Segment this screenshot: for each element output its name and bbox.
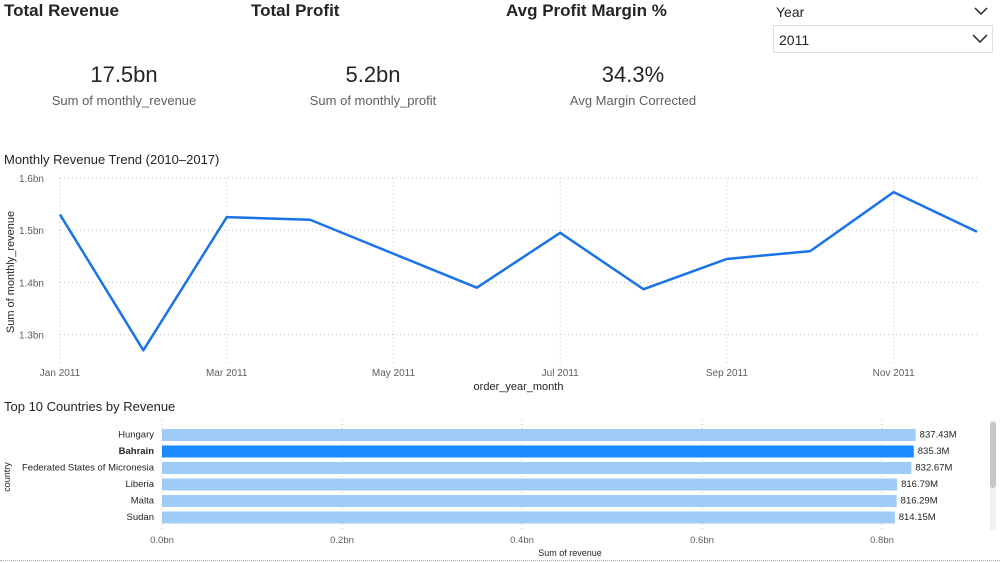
bar[interactable] [162, 478, 898, 491]
data-point[interactable] [557, 230, 563, 236]
bar[interactable] [162, 495, 897, 507]
data-point[interactable] [724, 256, 730, 262]
y-tick-label: 1.6bn [19, 174, 44, 185]
category-label: Sudan [127, 512, 154, 523]
card-total-profit-value: 5.2bn [345, 62, 401, 87]
year-dropdown[interactable]: 2011 [773, 25, 993, 53]
y-tick-label: 1.4bn [19, 278, 44, 289]
data-label: 832.67M [915, 463, 952, 474]
card-total-profit-title: Total Profit [251, 1, 340, 20]
category-label: Malta [131, 496, 155, 507]
x-tick-label: 0.6bn [690, 535, 714, 546]
x-tick-label: 0.0bn [150, 535, 174, 546]
chevron-down-icon[interactable] [974, 6, 988, 16]
scrollbar-thumb[interactable] [990, 422, 996, 488]
chevron-down-icon[interactable] [972, 34, 988, 44]
data-label: 835.3M [918, 446, 950, 457]
data-point[interactable] [891, 189, 897, 195]
card-avg-margin-value: 34.3% [601, 62, 665, 87]
x-tick-label: Nov 2011 [873, 368, 916, 379]
card-total-revenue-title: Total Revenue [4, 1, 119, 20]
bar-chart-title: Top 10 Countries by Revenue [4, 399, 176, 414]
data-point[interactable] [641, 286, 647, 292]
x-tick-label: 0.2bn [330, 535, 354, 546]
category-label: Bahrain [119, 446, 155, 457]
data-point[interactable] [390, 251, 396, 257]
x-axis-title: order_year_month [474, 381, 564, 393]
year-slicer-title: Year [776, 4, 805, 20]
bar-chart[interactable]: 0.0bn 0.2bn 0.4bn 0.6bn 0.8bn Sum of revenue c… [0, 415, 990, 560]
line-chart[interactable]: 1.6bn 1.5bn 1.4bn 1.3bn Jan 2011 Mar 2011 May … [0, 168, 1000, 394]
card-total-revenue-label: Sum of monthly_revenue [51, 93, 197, 108]
revenue-series-line [58, 190, 978, 352]
y-tick-label: 1.5bn [19, 226, 44, 237]
data-point[interactable] [807, 248, 813, 254]
card-avg-margin-title: Avg Profit Margin % [506, 1, 667, 20]
x-tick-label: Jul 2011 [542, 368, 580, 379]
category-label: Federated States of Micronesia [22, 463, 155, 474]
category-label: Hungary [118, 430, 154, 441]
card-total-profit-label: Sum of monthly_profit [309, 93, 437, 108]
bar[interactable] [162, 429, 916, 441]
data-point[interactable] [140, 347, 146, 353]
data-point[interactable] [307, 217, 313, 223]
data-label: 814.15M [899, 512, 936, 523]
bar[interactable] [162, 511, 895, 524]
category-label: Liberia [125, 479, 154, 490]
x-tick-label: Mar 2011 [206, 368, 248, 379]
x-tick-label: Sep 2011 [706, 368, 749, 379]
data-point[interactable] [224, 214, 230, 220]
data-point[interactable] [474, 285, 480, 291]
y-axis-title: country [2, 462, 12, 492]
bar-chart-scrollbar[interactable] [990, 420, 996, 530]
card-total-revenue-value: 17.5bn [90, 62, 158, 87]
page-divider [0, 560, 1000, 561]
x-tick-label: 0.4bn [510, 535, 534, 546]
y-tick-label: 1.3bn [19, 331, 44, 342]
year-dropdown-value: 2011 [779, 32, 810, 48]
card-avg-margin-label: Avg Margin Corrected [569, 93, 697, 108]
x-tick-label: May 2011 [372, 368, 416, 379]
line-chart-title: Monthly Revenue Trend (2010–2017) [4, 152, 220, 167]
data-label: 816.29M [901, 496, 938, 507]
y-axis-title: Sum of monthly_revenue [5, 211, 17, 333]
data-point[interactable] [974, 229, 980, 235]
year-slicer-header[interactable]: Year [772, 0, 994, 24]
data-label: 816.79M [901, 479, 938, 490]
x-tick-label: Jan 2011 [40, 368, 81, 379]
x-axis-title: Sum of revenue [538, 548, 602, 558]
x-tick-label: 0.8bn [870, 535, 894, 546]
bar[interactable] [162, 445, 914, 458]
bar[interactable] [162, 462, 912, 474]
data-label: 837.43M [920, 430, 957, 441]
data-point[interactable] [57, 212, 63, 218]
